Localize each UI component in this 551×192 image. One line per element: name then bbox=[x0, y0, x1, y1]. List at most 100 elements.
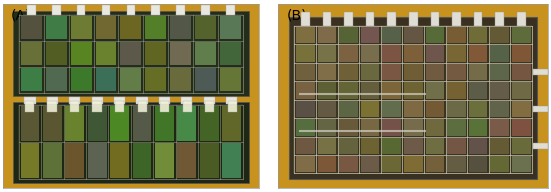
Bar bbox=[402, 137, 424, 155]
Bar bbox=[512, 101, 531, 117]
Bar bbox=[101, 5, 110, 15]
Bar bbox=[467, 81, 489, 100]
Bar bbox=[195, 68, 216, 91]
Bar bbox=[19, 105, 41, 142]
Bar bbox=[220, 16, 241, 39]
Bar bbox=[490, 101, 509, 117]
Bar bbox=[490, 46, 509, 62]
Bar bbox=[512, 138, 531, 154]
Bar bbox=[425, 82, 444, 99]
Bar bbox=[294, 81, 316, 100]
Bar bbox=[338, 118, 359, 137]
Bar bbox=[404, 82, 423, 99]
Bar bbox=[382, 82, 401, 99]
Bar bbox=[294, 155, 316, 173]
Bar bbox=[361, 64, 379, 80]
Bar bbox=[43, 143, 62, 178]
Bar bbox=[168, 41, 193, 67]
Bar bbox=[88, 106, 107, 141]
Bar bbox=[447, 119, 466, 136]
Bar bbox=[94, 67, 118, 93]
Bar bbox=[512, 46, 531, 62]
Bar bbox=[121, 16, 141, 39]
Bar bbox=[469, 101, 487, 117]
Bar bbox=[145, 42, 166, 65]
Bar bbox=[424, 81, 446, 100]
Bar bbox=[425, 27, 444, 43]
Bar bbox=[71, 16, 91, 39]
Bar bbox=[182, 101, 192, 112]
Bar bbox=[447, 82, 466, 99]
Bar bbox=[200, 106, 219, 141]
Bar bbox=[153, 105, 176, 142]
Bar bbox=[95, 42, 116, 65]
Bar bbox=[47, 101, 57, 112]
Bar bbox=[489, 26, 510, 44]
Bar bbox=[446, 81, 467, 100]
Bar bbox=[296, 64, 315, 80]
Bar bbox=[294, 100, 316, 118]
Bar bbox=[159, 97, 170, 104]
Bar bbox=[195, 16, 216, 39]
Bar bbox=[510, 155, 532, 173]
Bar bbox=[452, 12, 461, 26]
Bar bbox=[176, 105, 198, 142]
Bar bbox=[359, 26, 381, 44]
Bar bbox=[296, 27, 315, 43]
Bar bbox=[495, 12, 504, 26]
Bar bbox=[490, 82, 509, 99]
Bar bbox=[91, 97, 103, 104]
Bar bbox=[160, 101, 169, 112]
Bar bbox=[168, 15, 193, 41]
Bar bbox=[474, 12, 482, 26]
Bar bbox=[19, 15, 44, 41]
Bar bbox=[181, 97, 192, 104]
Bar bbox=[296, 119, 315, 136]
Bar bbox=[490, 64, 509, 80]
Bar bbox=[316, 155, 338, 173]
Bar bbox=[317, 156, 336, 172]
Bar bbox=[168, 67, 193, 93]
Bar bbox=[510, 118, 532, 137]
Bar bbox=[382, 27, 401, 43]
Bar bbox=[425, 119, 444, 136]
Bar bbox=[447, 101, 466, 117]
Bar bbox=[489, 100, 510, 118]
Bar bbox=[43, 106, 62, 141]
Bar bbox=[381, 100, 402, 118]
Bar bbox=[19, 67, 44, 93]
Bar bbox=[176, 142, 198, 179]
Bar bbox=[467, 100, 489, 118]
Bar bbox=[118, 41, 143, 67]
Bar bbox=[382, 138, 401, 154]
Bar bbox=[469, 46, 487, 62]
Bar bbox=[339, 101, 358, 117]
Bar bbox=[424, 26, 446, 44]
Bar bbox=[317, 82, 336, 99]
Bar bbox=[52, 5, 61, 15]
Bar bbox=[86, 105, 109, 142]
Bar bbox=[344, 12, 353, 26]
Bar bbox=[469, 156, 487, 172]
Bar bbox=[387, 12, 396, 26]
Bar bbox=[469, 64, 487, 80]
Bar bbox=[316, 118, 338, 137]
Bar bbox=[220, 68, 241, 91]
Bar bbox=[316, 26, 338, 44]
Bar bbox=[77, 5, 85, 15]
Bar bbox=[322, 12, 331, 26]
Bar bbox=[69, 97, 80, 104]
Bar bbox=[110, 143, 129, 178]
Bar bbox=[94, 15, 118, 41]
Bar bbox=[317, 46, 336, 62]
Bar bbox=[193, 15, 218, 41]
Bar bbox=[294, 63, 316, 81]
Bar bbox=[469, 138, 487, 154]
Bar bbox=[447, 156, 466, 172]
Bar bbox=[70, 101, 79, 112]
Bar bbox=[402, 155, 424, 173]
Bar bbox=[361, 46, 379, 62]
Bar bbox=[131, 105, 153, 142]
Bar bbox=[533, 69, 548, 75]
Bar bbox=[338, 26, 359, 44]
